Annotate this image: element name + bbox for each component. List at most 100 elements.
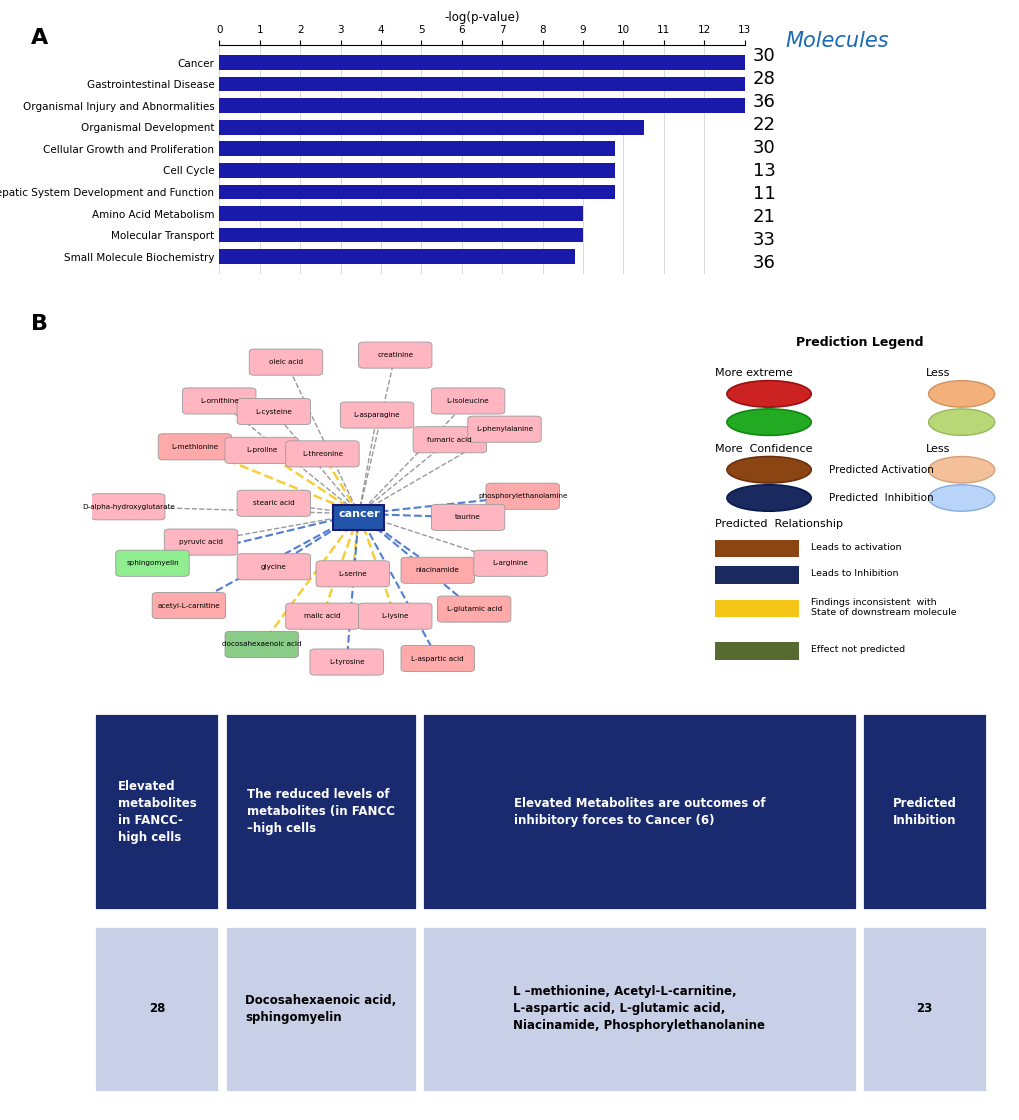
FancyBboxPatch shape: [152, 592, 225, 618]
Text: Leads to Inhibition: Leads to Inhibition: [810, 569, 898, 578]
FancyBboxPatch shape: [95, 926, 219, 1092]
FancyBboxPatch shape: [285, 441, 359, 467]
Text: 11: 11: [752, 185, 774, 203]
Text: 30: 30: [752, 139, 774, 157]
Text: glycine: glycine: [261, 563, 286, 570]
Text: More extreme: More extreme: [714, 367, 792, 377]
Text: Leads to activation: Leads to activation: [810, 543, 901, 552]
Text: Docosahexaenoic acid,
sphingomyelin: Docosahexaenoic acid, sphingomyelin: [245, 993, 396, 1024]
Bar: [219, 141, 614, 156]
Text: L-asparagine: L-asparagine: [354, 412, 400, 418]
FancyBboxPatch shape: [437, 596, 511, 623]
Text: 28: 28: [752, 71, 774, 88]
Text: 33: 33: [752, 231, 775, 249]
Text: 36: 36: [752, 254, 774, 272]
FancyBboxPatch shape: [422, 713, 856, 911]
Text: malic acid: malic acid: [304, 613, 340, 619]
Text: 36: 36: [752, 93, 774, 111]
Text: Elevated Metabolites are outcomes of
inhibitory forces to Cancer (6): Elevated Metabolites are outcomes of inh…: [513, 796, 764, 827]
FancyBboxPatch shape: [474, 550, 547, 577]
Text: A: A: [31, 28, 48, 48]
Bar: [219, 250, 575, 264]
Ellipse shape: [727, 485, 810, 511]
FancyBboxPatch shape: [225, 437, 299, 464]
Text: Prediction Legend: Prediction Legend: [795, 336, 922, 349]
FancyBboxPatch shape: [224, 713, 417, 911]
FancyBboxPatch shape: [359, 603, 431, 629]
Ellipse shape: [927, 485, 994, 511]
FancyBboxPatch shape: [400, 645, 474, 672]
Text: fumaric acid: fumaric acid: [427, 437, 472, 442]
FancyBboxPatch shape: [485, 483, 558, 510]
FancyBboxPatch shape: [249, 349, 322, 375]
FancyBboxPatch shape: [95, 713, 219, 911]
FancyBboxPatch shape: [224, 926, 417, 1092]
Ellipse shape: [727, 381, 810, 408]
Text: Elevated
metabolites
in FANCC-
high cells: Elevated metabolites in FANCC- high cell…: [117, 780, 196, 843]
FancyBboxPatch shape: [861, 713, 985, 911]
Bar: [219, 227, 583, 242]
Text: Predicted  Inhibition: Predicted Inhibition: [828, 493, 933, 503]
Text: creatinine: creatinine: [377, 352, 413, 358]
Text: L-proline: L-proline: [246, 447, 277, 454]
Text: L-cysteine: L-cysteine: [255, 409, 292, 414]
Text: L-lysine: L-lysine: [381, 613, 409, 619]
FancyBboxPatch shape: [237, 399, 310, 424]
Text: More  Confidence: More Confidence: [714, 444, 811, 454]
Bar: [714, 540, 799, 558]
Text: 22: 22: [752, 116, 775, 134]
Text: L-aspartic acid: L-aspartic acid: [411, 655, 464, 662]
FancyBboxPatch shape: [431, 504, 504, 531]
Text: Findings inconsistent  with
State of downstream molecule: Findings inconsistent with State of down…: [810, 598, 956, 617]
FancyBboxPatch shape: [468, 417, 541, 442]
FancyBboxPatch shape: [237, 553, 310, 580]
Text: L-threonine: L-threonine: [302, 451, 342, 457]
Text: acetyl-L-carnitine: acetyl-L-carnitine: [157, 603, 220, 608]
Ellipse shape: [727, 409, 810, 436]
Text: L-tyrosine: L-tyrosine: [328, 659, 364, 665]
Bar: [219, 55, 744, 69]
Text: taurine: taurine: [454, 514, 481, 521]
Bar: [219, 77, 744, 92]
Text: oleic acid: oleic acid: [269, 360, 303, 365]
Ellipse shape: [727, 457, 810, 483]
FancyBboxPatch shape: [316, 561, 389, 587]
Bar: [219, 120, 643, 134]
FancyBboxPatch shape: [225, 632, 299, 657]
Text: niacinamide: niacinamide: [416, 568, 460, 573]
FancyBboxPatch shape: [182, 388, 256, 414]
FancyBboxPatch shape: [861, 926, 985, 1092]
X-axis label: -log(p-value): -log(p-value): [443, 11, 520, 24]
FancyBboxPatch shape: [431, 388, 504, 414]
Text: L-serine: L-serine: [338, 571, 367, 577]
Text: L-glutamic acid: L-glutamic acid: [446, 606, 501, 613]
Text: Less: Less: [924, 444, 949, 454]
FancyBboxPatch shape: [422, 926, 856, 1092]
FancyBboxPatch shape: [413, 427, 486, 452]
Ellipse shape: [927, 457, 994, 483]
FancyBboxPatch shape: [359, 342, 431, 368]
Bar: [219, 164, 614, 178]
Text: pyruvic acid: pyruvic acid: [179, 539, 223, 545]
Ellipse shape: [927, 409, 994, 436]
Bar: [219, 206, 583, 221]
Text: L-phenylalanine: L-phenylalanine: [476, 427, 533, 432]
Text: L –methionine, Acetyl-L-carnitine,
L-aspartic acid, L-glutamic acid,
Niacinamide: L –methionine, Acetyl-L-carnitine, L-asp…: [513, 986, 764, 1033]
FancyBboxPatch shape: [237, 491, 310, 516]
Bar: [219, 185, 614, 199]
Bar: [714, 566, 799, 584]
Text: Predicted  Relationship: Predicted Relationship: [714, 520, 842, 530]
Text: 30: 30: [752, 47, 774, 65]
Text: Predicted Activation: Predicted Activation: [828, 465, 933, 475]
Ellipse shape: [927, 381, 994, 408]
Text: L-isoleucine: L-isoleucine: [446, 398, 489, 404]
Text: Less: Less: [924, 367, 949, 377]
Text: L-ornithine: L-ornithine: [200, 398, 238, 404]
FancyBboxPatch shape: [285, 603, 359, 629]
Text: Predicted
Inhibition: Predicted Inhibition: [892, 796, 956, 827]
Text: Effect not predicted: Effect not predicted: [810, 645, 905, 654]
FancyBboxPatch shape: [164, 529, 237, 556]
Bar: [714, 599, 799, 617]
Text: L-methionine: L-methionine: [171, 444, 218, 450]
Text: 21: 21: [752, 208, 774, 226]
